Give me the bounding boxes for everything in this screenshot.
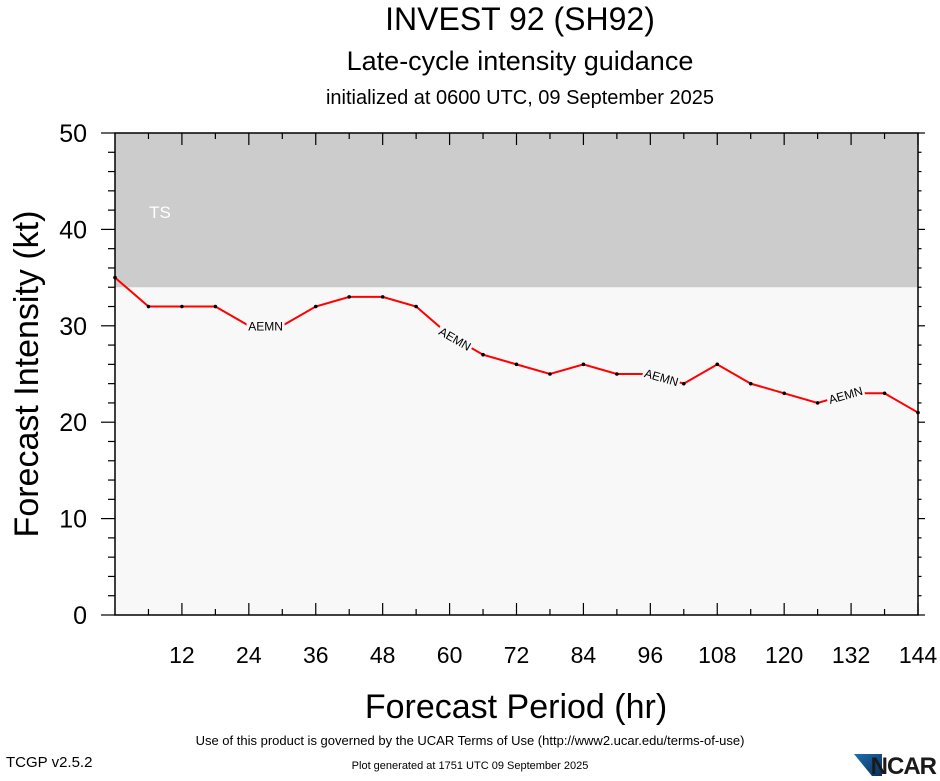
x-tick-label: 48: [370, 642, 396, 668]
ncar-logo: NCAR: [852, 752, 938, 780]
series-label-bg: [825, 382, 866, 407]
data-point: [681, 381, 686, 386]
y-tick-label: 20: [59, 409, 87, 437]
x-tick-label: 72: [504, 642, 530, 668]
data-point: [146, 304, 151, 309]
terms-of-use: Use of this product is governed by the U…: [195, 733, 745, 748]
x-tick-label: 36: [303, 642, 329, 668]
data-point: [347, 295, 352, 299]
x-tick-label: 12: [169, 642, 195, 668]
y-tick-label: 10: [59, 506, 87, 534]
band-ts: [115, 133, 918, 288]
data-point: [715, 362, 720, 367]
series-label-bg: [246, 318, 285, 333]
series-label-bg: [641, 365, 682, 390]
ncar-logo-text: NCAR: [870, 753, 937, 780]
y-tick-label: 50: [59, 120, 87, 148]
data-point: [113, 275, 117, 280]
x-tick-label: 132: [832, 642, 870, 668]
data-point: [180, 304, 184, 309]
data-point: [581, 362, 586, 367]
data-point: [481, 352, 485, 357]
data-point: [213, 304, 218, 309]
x-tick-label: 24: [236, 642, 262, 668]
data-point: [313, 304, 318, 309]
x-tick-label: 144: [899, 642, 938, 668]
y-axis-label: Forecast Intensity (kt): [8, 211, 46, 538]
init-line: initialized at 0600 UTC, 09 September 20…: [326, 87, 714, 109]
data-point: [380, 295, 385, 299]
plot-frame: [114, 132, 919, 616]
data-point: [916, 410, 920, 415]
x-tick-label: 120: [765, 642, 803, 668]
generated-timestamp: Plot generated at 1751 UTC 09 September …: [351, 760, 589, 772]
x-tick-label: 84: [571, 642, 597, 668]
ncar-logo-mark-icon: [854, 754, 882, 776]
data-point: [782, 391, 786, 396]
x-tick-label: 60: [437, 642, 463, 668]
y-tick-label: 30: [59, 313, 87, 341]
data-point: [748, 381, 753, 386]
chart-subtitle: Late-cycle intensity guidance: [347, 46, 694, 76]
axis-ticks: [101, 132, 925, 616]
intensity-bands: TS: [115, 133, 918, 288]
data-point: [815, 401, 820, 405]
data-point: [548, 372, 552, 376]
data-point: [882, 391, 887, 396]
x-tick-label: 108: [698, 642, 736, 668]
data-point: [414, 304, 418, 309]
data-point: [514, 362, 519, 367]
chart-title: INVEST 92 (SH92): [385, 1, 655, 37]
y-tick-label: 0: [73, 602, 87, 630]
band-label-ts: TS: [149, 203, 171, 222]
y-tick-label: 40: [59, 216, 87, 244]
x-axis-label: Forecast Period (hr): [365, 688, 667, 726]
tick-labels: 12 24 36 48 60 72 84 96 108 120 132 144 0 10 20 30 40 50: [59, 120, 937, 668]
x-tick-label: 96: [638, 642, 664, 668]
data-point: [615, 372, 619, 376]
series-label-bg: [435, 323, 476, 355]
series-label-aemn: AEMN: [248, 319, 283, 333]
version-label: TCGP v2.5.2: [6, 754, 93, 771]
